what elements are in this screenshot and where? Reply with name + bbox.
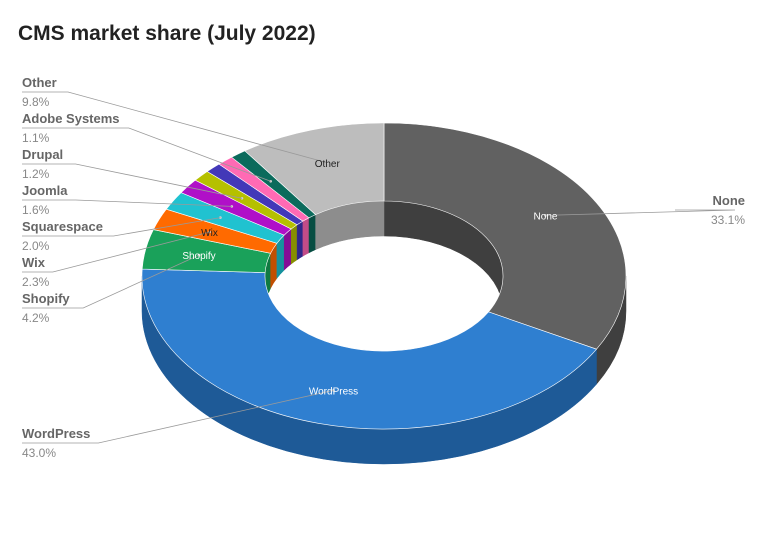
inner-wall-slice-7 <box>296 220 304 261</box>
outer-pct-drupal: 1.2% <box>22 167 50 181</box>
leader-line-drupal <box>22 163 243 199</box>
donut-top-faces <box>141 122 627 430</box>
outer-label-squarespace: Squarespace <box>22 219 103 234</box>
inner-wall-slice-8 <box>302 217 310 257</box>
leader-line-shopify <box>22 254 200 309</box>
inner-labels: None WordPress Shopify Wix Other <box>182 159 558 397</box>
outer-label-wordpress: WordPress <box>22 426 90 441</box>
outer-pct-shopify: 4.2% <box>22 311 50 325</box>
leader-line-adobe-systems <box>22 127 271 182</box>
outer-label-shopify: Shopify <box>22 291 70 306</box>
inner-wall-adobe-systems <box>308 214 316 254</box>
leader-line-joomla <box>22 199 232 207</box>
outer-label-wix: Wix <box>22 255 46 270</box>
outer-pct-wix: 2.3% <box>22 275 50 289</box>
outer-pct-wordpress: 43.0% <box>22 446 56 460</box>
outer-label-other: Other <box>22 75 57 90</box>
outer-label-drupal: Drupal <box>22 147 63 162</box>
leader-line-none <box>545 209 736 216</box>
leader-line-wix <box>22 231 210 273</box>
leader-line-wordpress <box>22 389 334 444</box>
chart-title: CMS market share (July 2022) <box>18 22 316 45</box>
inner-wall-drupal <box>290 224 298 265</box>
outer-label-none: None <box>713 193 746 208</box>
inner-wall-joomla <box>283 228 292 271</box>
slice-other <box>244 122 385 215</box>
outer-pct-other: 9.8% <box>22 95 50 109</box>
outer-labels: None 33.1% Other 9.8% Adobe Systems 1.1% Drupa… <box>22 75 745 460</box>
leader-line-squarespace <box>22 217 221 237</box>
outer-pct-squarespace: 2.0% <box>22 239 50 253</box>
slice-wordpress <box>141 268 598 430</box>
outer-label-joomla: Joomla <box>22 183 68 198</box>
outer-pct-adobe-systems: 1.1% <box>22 131 50 145</box>
slice-none <box>383 122 627 350</box>
donut-side-walls <box>141 200 627 465</box>
inner-label-wordpress: WordPress <box>309 386 358 397</box>
inner-label-none: None <box>534 211 558 222</box>
outer-label-adobe-systems: Adobe Systems <box>22 111 120 126</box>
inner-label-other: Other <box>315 159 341 170</box>
outer-pct-none: 33.1% <box>711 213 745 227</box>
leader-line-other <box>22 91 328 164</box>
inner-label-shopify: Shopify <box>182 251 215 262</box>
leader-lines <box>22 91 736 444</box>
inner-label-wix: Wix <box>201 228 218 239</box>
outer-pct-joomla: 1.6% <box>22 203 50 217</box>
